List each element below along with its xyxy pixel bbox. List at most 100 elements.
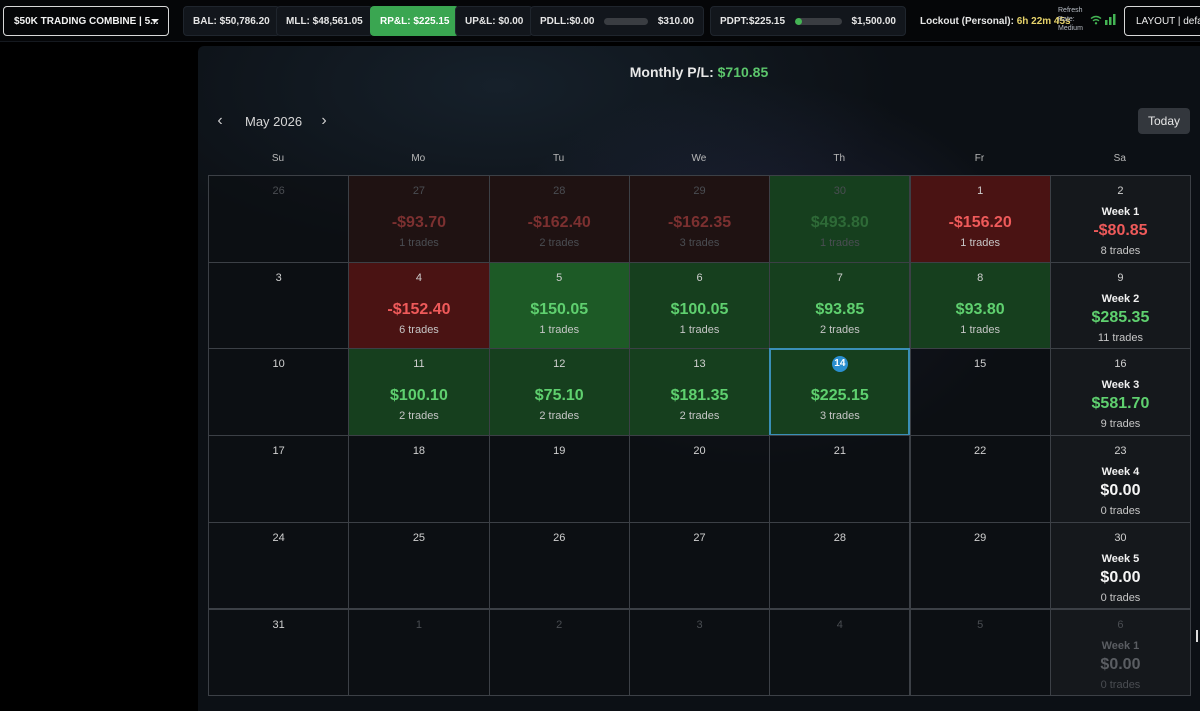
pnl-calendar-panel: Monthly P/L: $710.85 ‹ May 2026 › Today … [198, 46, 1200, 711]
calendar-day-cell[interactable]: 4 -$152.40 6 trades [348, 261, 490, 350]
week-summary-cell[interactable]: 23 Week 4 $0.00 0 trades [1049, 435, 1192, 523]
calendar-day-cell[interactable]: 12 $75.10 2 trades [488, 348, 630, 437]
pnl-value: -$152.40 [387, 300, 451, 318]
week-summary-cell[interactable]: 2 Week 1 -$80.85 8 trades [1049, 175, 1192, 263]
calendar-day-cell[interactable]: 1 -$156.20 1 trades [909, 175, 1051, 263]
pnl-value: $285.35 [1091, 308, 1150, 326]
day-number: 27 [412, 185, 426, 197]
calendar-day-cell[interactable]: 6 $100.05 1 trades [628, 261, 771, 350]
next-month-button[interactable]: › [321, 112, 327, 129]
calendar-day-cell[interactable]: 11 $100.10 2 trades [348, 348, 490, 437]
calendar-day-cell[interactable]: 29 -$162.35 3 trades [628, 175, 771, 263]
week-label: Week 3 [1101, 379, 1140, 392]
calendar-day-cell[interactable]: 28 -$162.40 2 trades [488, 175, 630, 263]
calendar-day-cell[interactable]: 21 [769, 435, 911, 523]
text-cursor-icon [1196, 630, 1200, 642]
calendar-day-cell[interactable]: 22 [909, 435, 1051, 523]
calendar-day-cell[interactable]: 7 $93.85 2 trades [769, 261, 911, 350]
pdll-progress-bar [604, 17, 648, 25]
calendar-day-cell[interactable]: 14 $225.15 3 trades [769, 348, 911, 437]
calendar-day-cell[interactable]: 30 $493.80 1 trades [769, 175, 911, 263]
pdll-label: PDLL:$0.00 [540, 15, 595, 27]
calendar-day-cell[interactable]: 3 [208, 261, 350, 350]
day-number: 26 [553, 531, 566, 544]
calendar-day-cell[interactable]: 20 [628, 435, 771, 523]
day-number: 18 [412, 445, 426, 458]
calendar-day-cell[interactable]: 24 [208, 521, 350, 610]
monthly-pnl-value: $710.85 [717, 64, 769, 80]
calendar-day-cell[interactable]: 3 [628, 608, 771, 697]
day-number: 17 [272, 445, 285, 458]
day-number: 12 [553, 358, 566, 371]
day-number: 3 [696, 618, 703, 631]
calendar-day-cell[interactable]: 8 $93.80 1 trades [909, 261, 1051, 350]
week-label: Week 5 [1101, 552, 1140, 565]
calendar-day-cell[interactable]: 4 [769, 608, 911, 697]
day-number: 11 [413, 358, 425, 371]
trade-count: 2 trades [399, 410, 439, 423]
today-button[interactable]: Today [1138, 108, 1190, 134]
mll-text: MLL: $48,561.05 [286, 15, 363, 27]
calendar-day-cell[interactable]: 28 [769, 521, 911, 610]
previous-month-button[interactable]: ‹ [217, 112, 223, 129]
week-summary-cell[interactable]: 9 Week 2 $285.35 11 trades [1049, 261, 1192, 350]
calendar-day-cell[interactable]: 27 -$93.70 1 trades [348, 175, 490, 263]
day-number: 1 [415, 618, 422, 631]
wifi-icon [1090, 15, 1102, 25]
day-number: 14 [770, 356, 909, 373]
week-summary-cell[interactable]: 6 Week 1 $0.00 0 trades [1049, 608, 1192, 697]
weekday-label: Mo [411, 153, 426, 164]
pnl-value: $93.80 [955, 300, 1005, 318]
pnl-value: $93.85 [815, 300, 865, 318]
calendar-grid: 26 27 -$93.70 1 trades 28 -$162.40 2 trades 29-… [208, 175, 1192, 697]
weekday-label: Tu [552, 153, 565, 164]
top-bar: $50K TRADING COMBINE | 5... BAL: $50,786… [0, 0, 1200, 42]
pnl-value: $581.70 [1091, 395, 1150, 413]
day-number: 4 [836, 618, 843, 631]
layout-selector[interactable]: LAYOUT | defau [1124, 6, 1200, 36]
day-number: 29 [693, 185, 706, 197]
calendar-day-cell[interactable]: 13 $181.35 2 trades [628, 348, 771, 437]
day-number: 26 [272, 185, 285, 197]
trade-count: 0 trades [1100, 678, 1141, 691]
day-number: 24 [272, 531, 285, 544]
refresh-rate[interactable]: Refresh Rate: Medium [1058, 6, 1083, 33]
calendar-day-cell[interactable]: 26 [208, 175, 350, 263]
pnl-value: $0.00 [1100, 568, 1141, 586]
account-selector[interactable]: $50K TRADING COMBINE | 5... [3, 6, 169, 36]
trade-count: 2 trades [539, 410, 580, 423]
calendar-day-cell[interactable]: 15 [909, 348, 1051, 437]
calendar-day-cell[interactable]: 25 [348, 521, 490, 610]
calendar-day-cell[interactable]: 5 $150.05 1 trades [488, 261, 630, 350]
calendar-day-cell[interactable]: 29 [909, 521, 1051, 610]
day-number: 7 [836, 271, 843, 284]
calendar-day-cell[interactable]: 19 [488, 435, 630, 523]
trade-count: 1 trades [819, 237, 860, 249]
weekday-label: Su [271, 153, 285, 164]
trade-count: 0 trades [1100, 505, 1141, 518]
day-number: 28 [833, 531, 846, 544]
month-label: May 2026 [245, 114, 303, 129]
pdll-value: $310.00 [657, 15, 694, 27]
week-summary-cell[interactable]: 16 Week 3 $581.70 9 trades [1049, 348, 1192, 437]
day-number: 30 [833, 185, 846, 197]
day-number: 10 [272, 358, 285, 371]
calendar-day-cell[interactable]: 5 [909, 608, 1051, 697]
day-number: 2 [556, 618, 563, 631]
week-summary-cell[interactable]: 30 Week 5 $0.00 0 trades [1049, 521, 1192, 610]
layout-label: LAYOUT | defau [1136, 15, 1200, 27]
balance-text: BAL: $50,786.20 [193, 15, 270, 27]
trade-count: 2 trades [539, 237, 580, 249]
calendar-day-cell[interactable]: 18 [348, 435, 490, 523]
day-number: 29 [974, 531, 987, 544]
calendar-day-cell[interactable]: 26 [488, 521, 630, 610]
calendar-day-cell[interactable]: 27 [628, 521, 771, 610]
calendar-day-cell[interactable]: 2 [488, 608, 630, 697]
calendar-day-cell[interactable]: 17 [208, 435, 350, 523]
calendar-day-cell[interactable]: 1 [348, 608, 490, 697]
pnl-value: $181.35 [670, 387, 729, 405]
trade-count: 6 trades [399, 323, 439, 336]
calendar-day-cell[interactable]: 31 [208, 608, 350, 697]
calendar-day-cell[interactable]: 10 [208, 348, 350, 437]
day-number: 3 [275, 271, 282, 284]
